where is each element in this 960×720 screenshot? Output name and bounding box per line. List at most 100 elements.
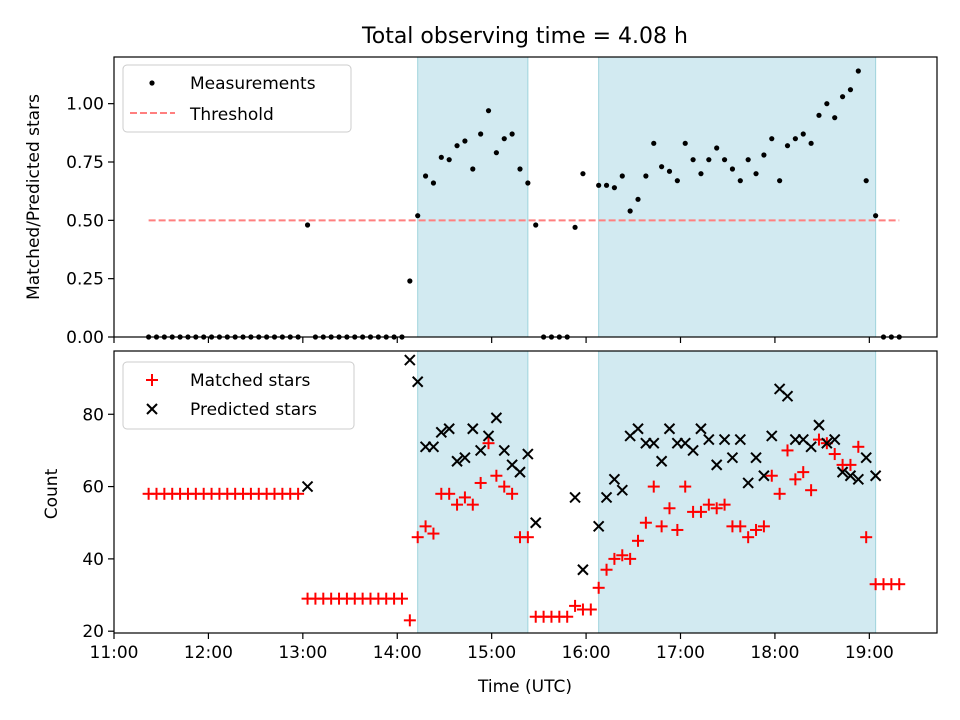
measurement-point: [651, 140, 657, 146]
top-axes: 0.00 0.25 0.50 0.75 1.00: [66, 56, 938, 348]
predicted-star-point: [427, 441, 440, 453]
measurement-point: [304, 222, 311, 228]
predicted-star-point: [592, 520, 605, 533]
top-legend: Measurements Threshold: [122, 64, 352, 133]
measurement-point: [737, 178, 743, 184]
measurement-point: [493, 150, 499, 156]
matched-star-point: [600, 563, 613, 576]
x-tick-label: 16:00: [562, 643, 611, 663]
predicted-star-point: [869, 470, 882, 482]
x-tick-label: 19:00: [845, 643, 894, 663]
measurement-point: [517, 166, 523, 172]
observing-windows: [417, 56, 877, 338]
x-axis-label: Time (UTC): [477, 677, 572, 697]
matched-star-point: [671, 523, 684, 536]
predicted-star-point: [632, 423, 644, 435]
matched-star-point: [647, 480, 660, 493]
measurement-point: [721, 157, 728, 163]
predicted-star-point: [459, 451, 471, 464]
matched-star-point: [474, 476, 487, 489]
predicted-star-point: [829, 433, 841, 446]
x-tick-label: 15:00: [467, 643, 516, 663]
measurement-point: [422, 173, 429, 179]
matched-star-point: [403, 614, 416, 627]
chart-title: Total observing time = 4.08 h: [361, 24, 688, 49]
predicted-star-point: [703, 433, 715, 446]
measurement-point: [800, 131, 806, 137]
matched-star-point: [490, 469, 503, 482]
matched-star-point: [750, 523, 763, 536]
predicted-star-point: [482, 430, 495, 442]
observing-window-band: [417, 56, 529, 338]
measurement-point: [619, 173, 625, 179]
axes-frame: [113, 56, 938, 338]
measurement-point: [863, 178, 869, 184]
predicted-star-point: [577, 564, 589, 576]
predicted-star-point: [781, 390, 794, 402]
measurement-point: [777, 178, 783, 184]
matched-star-point: [584, 603, 597, 616]
matched-star-point: [679, 480, 692, 493]
observing-window-band: [598, 56, 877, 338]
measurement-point: [714, 145, 720, 151]
predicted-star-point: [522, 448, 534, 460]
measurement-point: [430, 180, 437, 186]
matched-star-point: [757, 520, 770, 533]
predicted-star-point: [766, 430, 778, 442]
predicted-star-point: [844, 470, 857, 482]
matched-star-point: [828, 448, 841, 461]
y-tick-label: 1.00: [66, 95, 104, 115]
predicted-star-point: [404, 354, 416, 366]
y-tick-label: 20: [82, 622, 104, 642]
legend-matched-label: Matched stars: [190, 371, 310, 391]
matched-star-point: [624, 552, 637, 565]
bottom-y-axis-label: Count: [42, 468, 62, 519]
measurement-point: [478, 131, 484, 137]
predicted-star-point: [498, 444, 510, 457]
matched-star-point: [466, 498, 479, 511]
x-tick-label: 12:00: [184, 643, 233, 663]
measurement-point: [572, 224, 578, 230]
predicted-star-point: [726, 451, 739, 464]
measurement-point: [729, 166, 736, 172]
matched-star-point: [616, 549, 629, 562]
y-tick-label: 0.00: [66, 328, 104, 348]
measurement-point: [454, 143, 460, 149]
x-tick-label: 18:00: [750, 643, 799, 663]
top-marks: [146, 68, 902, 340]
x-tick-label: 13:00: [278, 643, 327, 663]
matched-star-point: [844, 458, 857, 471]
measurement-point: [525, 180, 531, 186]
predicted-star-point: [655, 455, 668, 467]
measurement-point: [753, 171, 759, 177]
predicted-star-point: [860, 451, 872, 464]
measurement-point: [462, 138, 468, 144]
measurement-point: [698, 171, 704, 177]
predicted-star-point: [648, 437, 660, 449]
measurement-point: [627, 208, 633, 214]
predicted-star-point: [836, 466, 849, 478]
measurement-point: [501, 136, 507, 142]
predicted-star-point: [718, 433, 731, 446]
matched-star-point: [569, 599, 582, 612]
legend-measurements-marker: [149, 80, 155, 86]
matched-star-point: [498, 480, 511, 493]
measurement-point: [446, 157, 452, 163]
matched-star-point: [292, 487, 305, 500]
y-tick-label: 0.75: [66, 153, 104, 173]
matched-star-point: [852, 440, 865, 453]
measurement-point: [485, 108, 492, 114]
matched-star-point: [482, 437, 495, 450]
measurement-point: [674, 178, 680, 184]
predicted-star-point: [530, 517, 542, 529]
measurement-point: [643, 173, 649, 179]
legend-threshold-label: Threshold: [189, 105, 274, 125]
matched-star-point: [742, 531, 755, 544]
legend-predicted-marker: [146, 403, 158, 415]
measurement-point: [792, 136, 798, 142]
x-tick-label: 14:00: [373, 643, 422, 663]
predicted-star-point: [687, 444, 699, 457]
measurement-point: [873, 213, 879, 219]
matched-star-point: [805, 484, 818, 497]
measurement-point: [839, 94, 846, 100]
